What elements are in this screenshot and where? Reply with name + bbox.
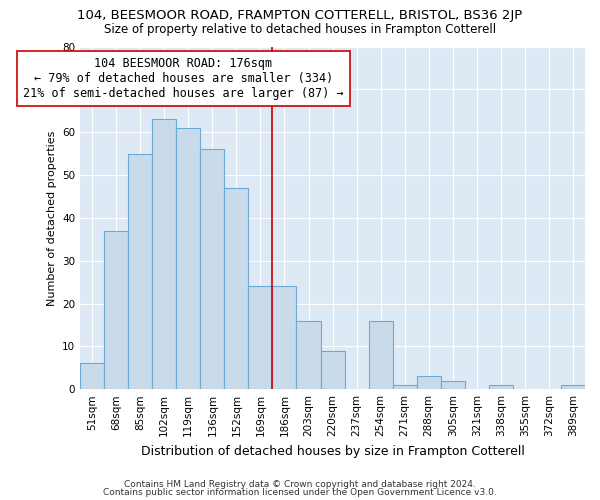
Y-axis label: Number of detached properties: Number of detached properties <box>47 130 56 306</box>
Bar <box>296 320 320 389</box>
Bar <box>80 364 104 389</box>
Bar <box>176 128 200 389</box>
Text: Contains public sector information licensed under the Open Government Licence v3: Contains public sector information licen… <box>103 488 497 497</box>
Bar <box>416 376 441 389</box>
Bar <box>392 385 416 389</box>
Bar <box>320 350 344 389</box>
Bar <box>104 230 128 389</box>
Bar <box>489 385 513 389</box>
Bar <box>128 154 152 389</box>
Bar <box>200 150 224 389</box>
Text: Contains HM Land Registry data © Crown copyright and database right 2024.: Contains HM Land Registry data © Crown c… <box>124 480 476 489</box>
Bar <box>152 120 176 389</box>
Bar <box>224 188 248 389</box>
Text: Size of property relative to detached houses in Frampton Cotterell: Size of property relative to detached ho… <box>104 22 496 36</box>
Text: 104, BEESMOOR ROAD, FRAMPTON COTTERELL, BRISTOL, BS36 2JP: 104, BEESMOOR ROAD, FRAMPTON COTTERELL, … <box>77 9 523 22</box>
X-axis label: Distribution of detached houses by size in Frampton Cotterell: Distribution of detached houses by size … <box>140 444 524 458</box>
Bar <box>272 286 296 389</box>
Bar <box>248 286 272 389</box>
Bar <box>368 320 392 389</box>
Text: 104 BEESMOOR ROAD: 176sqm
← 79% of detached houses are smaller (334)
21% of semi: 104 BEESMOOR ROAD: 176sqm ← 79% of detac… <box>23 57 344 100</box>
Bar <box>561 385 585 389</box>
Bar <box>441 380 465 389</box>
